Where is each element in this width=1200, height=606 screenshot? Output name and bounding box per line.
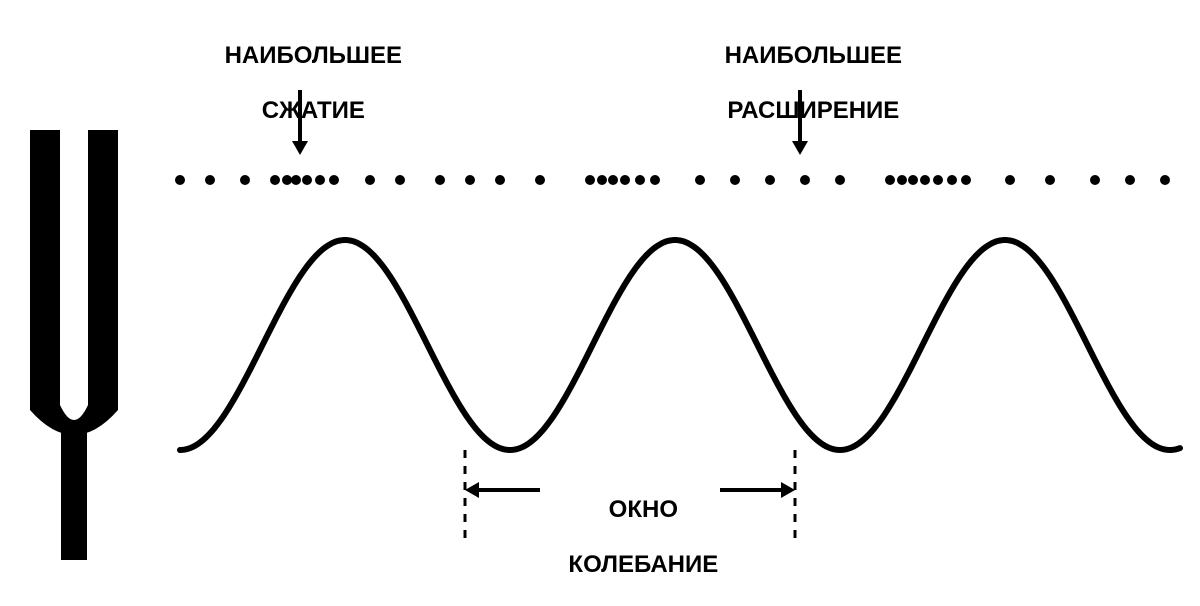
particle: [730, 175, 740, 185]
particle-row: [175, 175, 1170, 185]
particle: [495, 175, 505, 185]
label-rarefaction: НАИБОЛЬШЕЕ РАСШИРЕНИЕ: [650, 14, 950, 152]
particle: [282, 175, 292, 185]
tuning-fork-stem: [61, 430, 87, 560]
label-compression-line1: НАИБОЛЬШЕЕ: [225, 42, 402, 69]
particle: [897, 175, 907, 185]
particle: [302, 175, 312, 185]
particle: [291, 175, 301, 185]
particle: [395, 175, 405, 185]
tuning-fork-prong-left: [30, 130, 60, 410]
particle: [597, 175, 607, 185]
particle: [765, 175, 775, 185]
particle: [329, 175, 339, 185]
label-rarefaction-line1: НАИБОЛЬШЕЕ: [725, 42, 902, 69]
particle: [535, 175, 545, 185]
particle: [585, 175, 595, 185]
diagram-stage: НАИБОЛЬШЕЕ СЖАТИЕ НАИБОЛЬШЕЕ РАСШИРЕНИЕ …: [0, 0, 1200, 571]
label-compression-line2: СЖАТИЕ: [262, 97, 365, 124]
particle: [435, 175, 445, 185]
label-cycle-line1: ОКНО: [609, 496, 678, 523]
particle: [620, 175, 630, 185]
particle: [1045, 175, 1055, 185]
particle: [1005, 175, 1015, 185]
particle: [908, 175, 918, 185]
particle: [800, 175, 810, 185]
particle: [205, 175, 215, 185]
particle: [885, 175, 895, 185]
particle: [1125, 175, 1135, 185]
tuning-fork-prong-right: [88, 130, 118, 410]
label-cycle-line2: КОЛЕБАНИЕ: [568, 551, 718, 578]
sound-wave: [180, 240, 1180, 450]
particle: [635, 175, 645, 185]
particle: [465, 175, 475, 185]
label-cycle: ОКНО КОЛЕБАНИЕ: [480, 468, 780, 606]
particle: [315, 175, 325, 185]
particle: [920, 175, 930, 185]
particle: [947, 175, 957, 185]
particle: [835, 175, 845, 185]
particle: [933, 175, 943, 185]
particle: [365, 175, 375, 185]
particle: [961, 175, 971, 185]
label-compression: НАИБОЛЬШЕЕ СЖАТИЕ: [150, 14, 450, 152]
label-rarefaction-line2: РАСШИРЕНИЕ: [727, 97, 899, 124]
particle: [1090, 175, 1100, 185]
particle: [650, 175, 660, 185]
particle: [1160, 175, 1170, 185]
particle: [695, 175, 705, 185]
particle: [270, 175, 280, 185]
particle: [240, 175, 250, 185]
particle: [608, 175, 618, 185]
particle: [175, 175, 185, 185]
